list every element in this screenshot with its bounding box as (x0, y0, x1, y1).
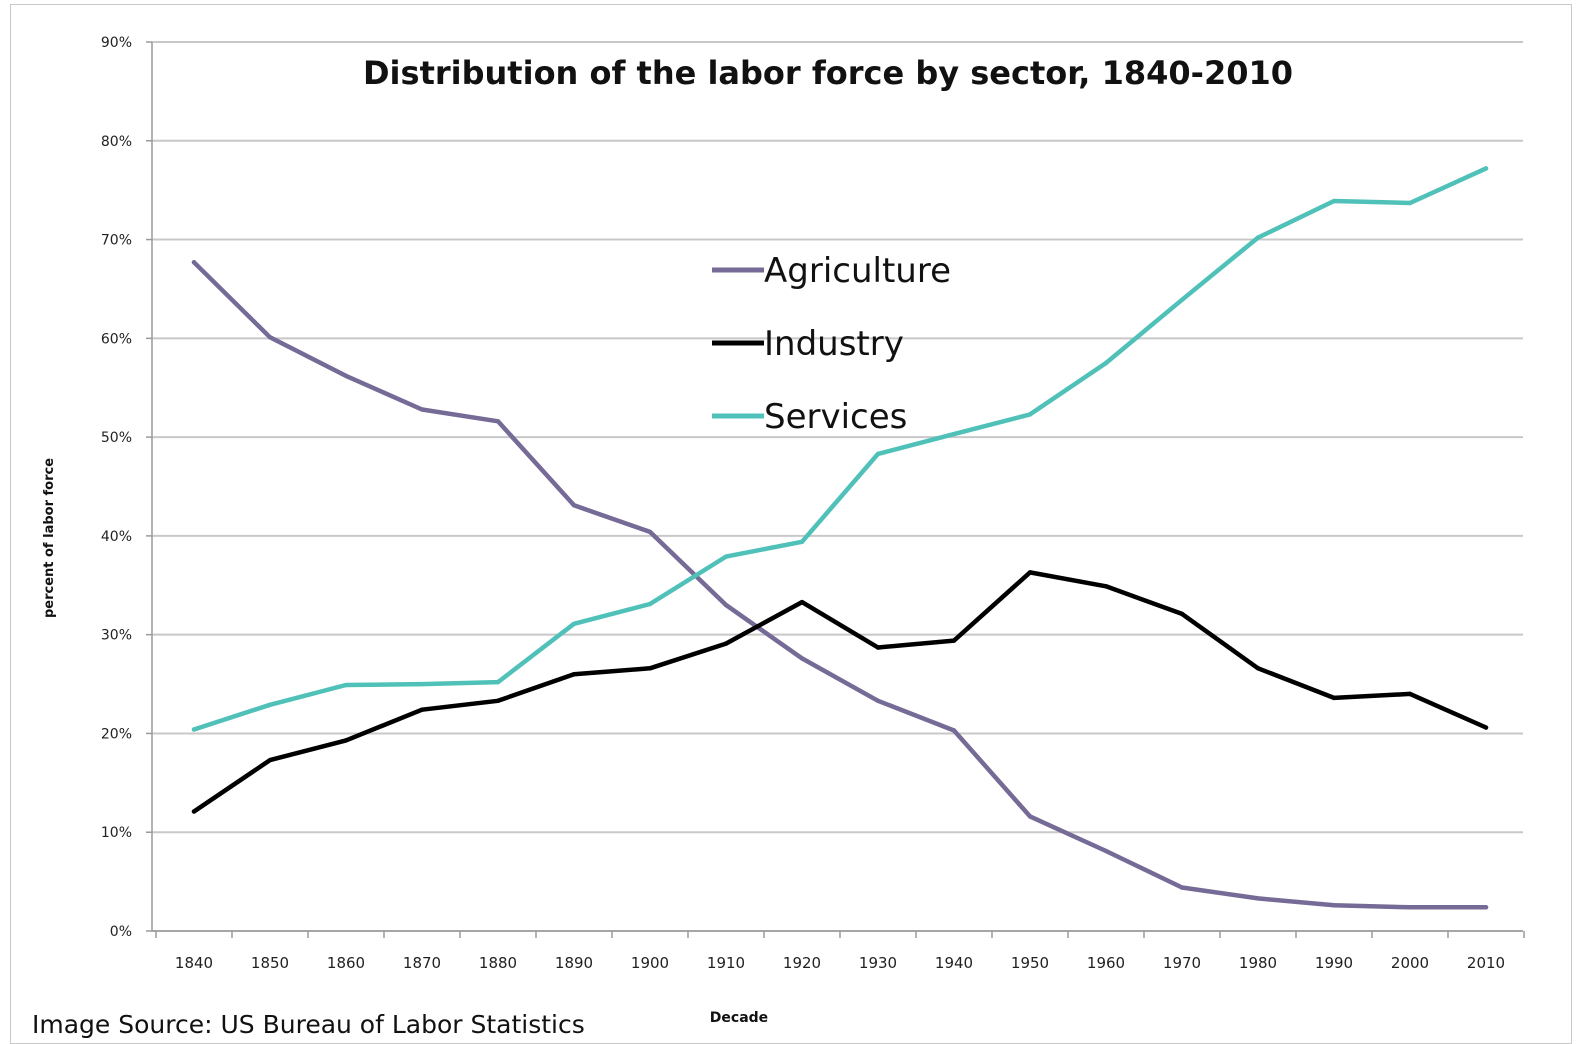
series-line-agriculture (191, 260, 1489, 910)
data-point-services (799, 539, 805, 545)
gridlines (152, 41, 1523, 932)
x-tick-label: 1890 (555, 954, 593, 972)
x-tick-label: 1840 (175, 954, 213, 972)
data-point-industry (723, 641, 729, 646)
data-point-agriculture (191, 260, 197, 265)
data-point-services (419, 681, 425, 687)
y-tick-label: 10% (101, 825, 132, 841)
x-tick-label: 1850 (251, 954, 289, 972)
legend-label-industry: Industry (764, 324, 904, 364)
data-point-industry (267, 757, 273, 763)
data-point-agriculture (571, 503, 577, 508)
x-tick-label: 1970 (1163, 954, 1201, 972)
x-tick-label: 1860 (327, 954, 365, 972)
legend: Agriculture Industry Services (712, 251, 951, 437)
y-tick-label: 50% (101, 430, 132, 446)
data-point-services (267, 702, 273, 707)
series-line-services (191, 166, 1489, 732)
data-point-industry (191, 809, 197, 814)
x-tick-label: 1950 (1011, 954, 1049, 972)
series-lines (191, 166, 1489, 910)
data-point-services (1027, 412, 1033, 417)
series-line-industry (191, 570, 1489, 814)
y-tick-label: 40% (101, 529, 132, 545)
y-tick-label: 0% (110, 924, 132, 940)
data-point-services (1483, 166, 1489, 171)
data-point-industry (1255, 666, 1261, 671)
data-point-agriculture (647, 529, 653, 535)
x-tick-label: 1880 (479, 954, 517, 972)
data-point-services (191, 727, 197, 732)
data-point-industry (343, 738, 349, 743)
data-point-agriculture (343, 373, 349, 379)
data-point-industry (647, 666, 653, 671)
y-tick-label: 30% (101, 628, 132, 644)
data-point-industry (799, 599, 805, 605)
x-tick-label: 1900 (631, 954, 669, 972)
data-point-agriculture (1331, 903, 1337, 908)
data-point-agriculture (951, 728, 957, 733)
data-point-agriculture (419, 407, 425, 412)
y-tick-label: 20% (101, 726, 132, 742)
data-point-industry (875, 645, 881, 650)
x-tick-label: 2000 (1391, 954, 1429, 972)
y-tick-label: 80% (101, 134, 132, 150)
y-tick-label: 70% (101, 233, 132, 249)
data-point-agriculture (723, 602, 729, 608)
data-point-services (1179, 297, 1185, 303)
data-point-agriculture (1027, 814, 1033, 819)
data-point-industry (1331, 695, 1337, 701)
x-tick-label: 1910 (707, 954, 745, 972)
legend-label-agriculture: Agriculture (764, 251, 951, 291)
image-source-note: Image Source: US Bureau of Labor Statist… (32, 1010, 585, 1039)
y-axis: 0% 10% 20% 30% 40% 50% 60% 70% 80% 90% (101, 35, 153, 940)
data-point-agriculture (799, 656, 805, 661)
data-point-industry (1179, 611, 1185, 617)
data-point-agriculture (495, 419, 501, 424)
x-tick-label: 2010 (1467, 954, 1505, 972)
data-point-services (951, 431, 957, 437)
data-point-services (1407, 200, 1413, 206)
x-tick-label: 1960 (1087, 954, 1125, 972)
data-point-industry (495, 698, 501, 704)
data-point-industry (571, 671, 577, 677)
legend-label-services: Services (764, 397, 907, 437)
x-tick-label: 1870 (403, 954, 441, 972)
y-axis-label: percent of labor force (42, 458, 57, 618)
data-point-agriculture (267, 335, 273, 340)
data-point-agriculture (1255, 896, 1261, 901)
data-point-services (495, 679, 501, 685)
y-tick-label: 90% (101, 35, 132, 51)
data-point-services (1331, 198, 1337, 204)
x-axis-label: Decade (710, 1010, 768, 1026)
data-point-services (875, 451, 881, 457)
x-tick-label: 1990 (1315, 954, 1353, 972)
data-point-services (571, 621, 577, 627)
x-tick-label: 1920 (783, 954, 821, 972)
chart-title: Distribution of the labor force by secto… (363, 54, 1293, 92)
data-point-services (1255, 235, 1261, 240)
data-point-industry (1407, 691, 1413, 697)
x-tick-label: 1980 (1239, 954, 1277, 972)
x-tick-label: 1930 (859, 954, 897, 972)
data-point-agriculture (1179, 885, 1185, 890)
data-point-industry (951, 638, 957, 643)
data-point-services (1103, 360, 1109, 366)
x-tick-label: 1940 (935, 954, 973, 972)
data-point-services (723, 554, 729, 559)
data-point-industry (1103, 584, 1109, 589)
data-point-services (647, 601, 653, 607)
data-point-agriculture (875, 698, 881, 704)
y-tick-label: 60% (101, 331, 132, 347)
data-point-agriculture (1483, 905, 1489, 910)
x-axis: 1840 1850 1860 1870 1880 1890 1900 1910 1920 1930… (152, 930, 1525, 972)
data-point-services (343, 682, 349, 688)
data-point-industry (1027, 570, 1033, 575)
data-point-agriculture (1407, 905, 1413, 910)
data-point-industry (419, 707, 425, 712)
data-point-agriculture (1103, 848, 1109, 854)
data-point-industry (1483, 725, 1489, 730)
